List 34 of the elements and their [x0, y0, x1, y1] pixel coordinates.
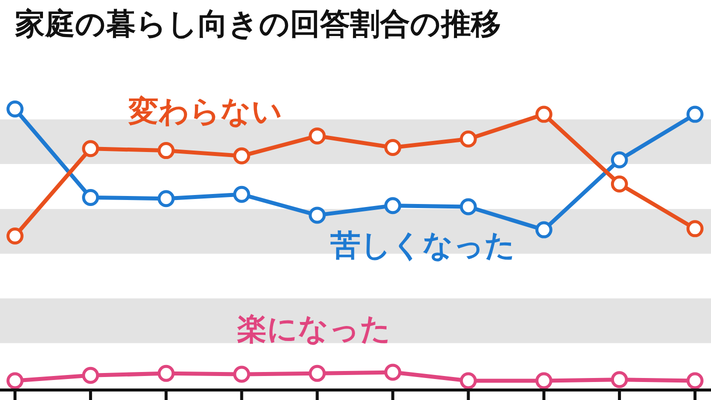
point: [460, 372, 477, 390]
point: [6, 100, 24, 118]
point: [610, 371, 628, 388]
point: [233, 186, 250, 203]
point: [82, 188, 100, 206]
point: [158, 364, 175, 382]
point: [384, 138, 402, 156]
point: [686, 106, 704, 123]
series-label: 変わらない: [127, 94, 282, 130]
point: [384, 197, 402, 214]
point: [82, 140, 100, 158]
point: [158, 142, 175, 160]
point: [686, 220, 704, 238]
point: [535, 221, 552, 238]
point: [158, 190, 175, 208]
point: [308, 364, 326, 382]
point: [82, 366, 100, 384]
point: [308, 127, 326, 144]
point: [308, 206, 326, 224]
point: [460, 198, 477, 216]
point: [610, 176, 628, 192]
point: [6, 372, 24, 390]
point: [233, 366, 250, 383]
chart-title: 家庭の暮らし向きの回答割合の推移: [15, 6, 501, 42]
point: [6, 227, 24, 244]
point: [535, 106, 552, 123]
point: [460, 130, 477, 148]
point: [686, 372, 704, 390]
series-label: 楽になった: [236, 312, 392, 348]
point: [535, 372, 552, 390]
series-label: 苦しくなった: [330, 228, 516, 264]
point: [610, 151, 628, 168]
point: [233, 147, 250, 164]
point: [384, 364, 402, 381]
